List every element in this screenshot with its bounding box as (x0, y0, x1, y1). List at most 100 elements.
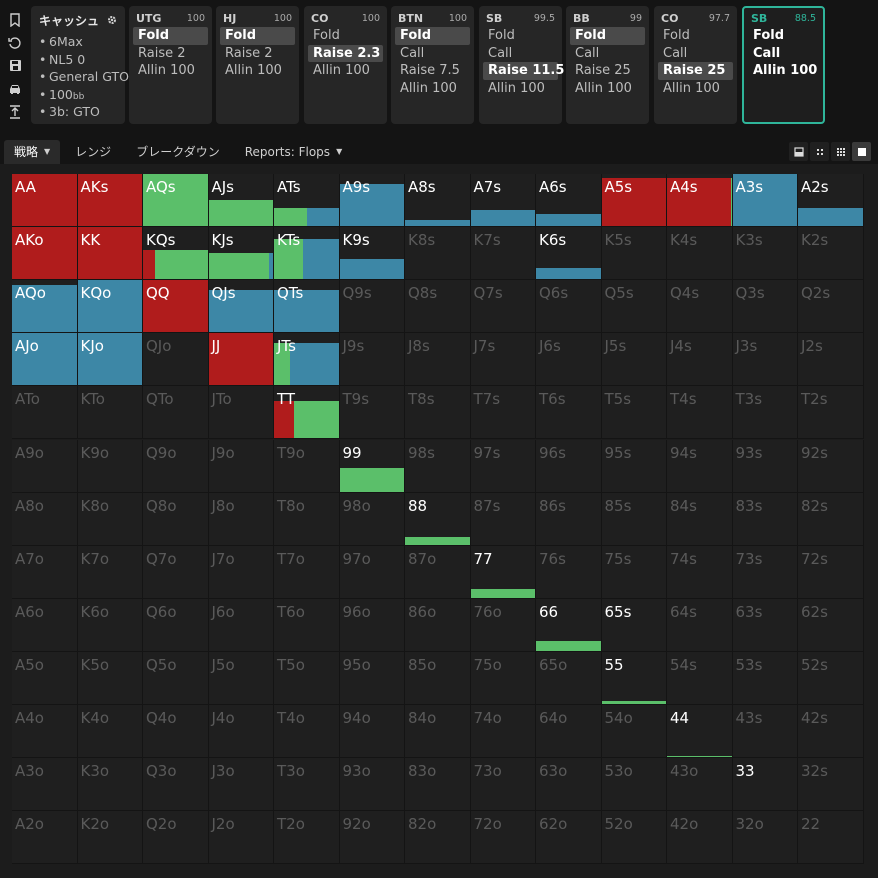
hand-cell[interactable]: K2s (798, 227, 864, 281)
hand-cell[interactable]: QJs (208, 280, 274, 334)
hand-cell[interactable]: 83s (732, 492, 798, 546)
export-icon[interactable] (5, 100, 25, 123)
action-option[interactable]: Fold (488, 28, 515, 43)
hand-cell[interactable]: T3o (274, 758, 340, 812)
hand-cell[interactable]: ATs (274, 174, 340, 228)
seat-7[interactable]: SB 88.5 Fold Call Allin 100 (742, 6, 825, 124)
hand-cell[interactable]: Q8s (405, 280, 471, 334)
action-option[interactable]: Raise 7.5 (400, 63, 460, 78)
action-option[interactable]: Call (400, 45, 425, 61)
tab-breakdown[interactable]: ブレークダウン (136, 145, 220, 159)
hand-cell[interactable]: 53s (732, 651, 798, 705)
hand-cell[interactable]: J7o (208, 545, 274, 599)
hand-cell[interactable]: J8s (405, 333, 471, 387)
hand-cell[interactable]: 63s (732, 598, 798, 652)
hand-cell[interactable]: T7o (274, 545, 340, 599)
hand-cell[interactable]: 87s (470, 492, 536, 546)
hand-cell[interactable]: T5s (601, 386, 667, 440)
hand-cell[interactable]: 66 (536, 598, 602, 652)
action-option[interactable]: Fold (395, 27, 470, 45)
hand-cell[interactable]: A6o (12, 598, 78, 652)
hand-cell[interactable]: 53o (601, 758, 667, 812)
hand-cell[interactable]: 32s (798, 758, 864, 812)
action-option[interactable]: Call (575, 45, 600, 61)
hand-cell[interactable]: K4s (667, 227, 733, 281)
hand-cell[interactable]: 83o (405, 758, 471, 812)
action-option[interactable]: Allin 100 (138, 63, 195, 78)
hand-cell[interactable]: A9s (339, 174, 405, 228)
action-option[interactable]: Raise 2 (138, 45, 186, 61)
hand-cell[interactable]: KTs (274, 227, 340, 281)
hand-cell[interactable]: 85o (405, 651, 471, 705)
hand-cell[interactable]: Q5s (601, 280, 667, 334)
hand-cell[interactable]: K3o (77, 758, 143, 812)
seat-6[interactable]: CO 97.7 Fold Call Raise 25 Allin 100 (654, 6, 737, 124)
hand-cell[interactable]: 86o (405, 598, 471, 652)
hand-cell[interactable]: 73o (470, 758, 536, 812)
hand-cell[interactable]: J7s (470, 333, 536, 387)
action-option[interactable]: Allin 100 (225, 63, 282, 78)
hand-cell[interactable]: 93o (339, 758, 405, 812)
hand-cell[interactable]: 97o (339, 545, 405, 599)
hand-cell[interactable]: T7s (470, 386, 536, 440)
hand-cell[interactable]: Q8o (143, 492, 209, 546)
hand-cell[interactable]: K7s (470, 227, 536, 281)
hand-cell[interactable]: K6o (77, 598, 143, 652)
hand-cell[interactable]: 74s (667, 545, 733, 599)
seat-2[interactable]: CO 100 Fold Raise 2.3 Allin 100 (304, 6, 387, 124)
action-option[interactable]: Allin 100 (400, 80, 457, 96)
hand-cell[interactable]: 62o (536, 811, 602, 865)
hand-cell[interactable]: K6s (536, 227, 602, 281)
hand-cell[interactable]: T4o (274, 705, 340, 759)
hand-cell[interactable]: T3s (732, 386, 798, 440)
hand-cell[interactable]: A7s (470, 174, 536, 228)
hand-cell[interactable]: QQ (143, 280, 209, 334)
hand-cell[interactable]: 82o (405, 811, 471, 865)
hand-cell[interactable]: Q7o (143, 545, 209, 599)
hand-cell[interactable]: 43s (732, 705, 798, 759)
hand-cell[interactable]: KJs (208, 227, 274, 281)
hand-cell[interactable]: 52o (601, 811, 667, 865)
hand-cell[interactable]: 76s (536, 545, 602, 599)
hand-cell[interactable]: Q6s (536, 280, 602, 334)
hand-cell[interactable]: J3s (732, 333, 798, 387)
hand-cell[interactable]: T8o (274, 492, 340, 546)
hand-cell[interactable]: T2s (798, 386, 864, 440)
hand-cell[interactable]: A4o (12, 705, 78, 759)
hand-cell[interactable]: 76o (470, 598, 536, 652)
hand-cell[interactable]: 22 (798, 811, 864, 865)
hand-cell[interactable]: 98o (339, 492, 405, 546)
hand-cell[interactable]: T9s (339, 386, 405, 440)
hand-cell[interactable]: AJs (208, 174, 274, 228)
hand-cell[interactable]: Q9s (339, 280, 405, 334)
hand-cell[interactable]: J6o (208, 598, 274, 652)
action-option[interactable]: Fold (133, 27, 208, 45)
hand-cell[interactable]: 95o (339, 651, 405, 705)
hand-cell[interactable]: TT (274, 386, 340, 440)
hand-cell[interactable]: 72s (798, 545, 864, 599)
action-option[interactable]: Fold (570, 27, 645, 45)
action-option[interactable]: Allin 100 (488, 80, 545, 96)
hand-cell[interactable]: KJo (77, 333, 143, 387)
hand-cell[interactable]: Q5o (143, 651, 209, 705)
grid-icon[interactable] (831, 142, 850, 161)
hand-cell[interactable]: K9s (339, 227, 405, 281)
hand-cell[interactable]: 88 (405, 492, 471, 546)
action-option[interactable]: Fold (220, 27, 295, 45)
hand-cell[interactable]: JTs (274, 333, 340, 387)
hand-cell[interactable]: AQo (12, 280, 78, 334)
hand-cell[interactable]: 95s (601, 439, 667, 493)
hand-cell[interactable]: 54o (601, 705, 667, 759)
hand-cell[interactable]: A7o (12, 545, 78, 599)
action-option[interactable]: Raise 2.3 (308, 44, 383, 62)
hand-cell[interactable]: 74o (470, 705, 536, 759)
hand-cell[interactable]: 98s (405, 439, 471, 493)
small-grid-icon[interactable] (810, 142, 829, 161)
hand-cell[interactable]: 96s (536, 439, 602, 493)
bookmark-icon[interactable] (5, 8, 25, 31)
hand-cell[interactable]: 52s (798, 651, 864, 705)
hand-cell[interactable]: T6s (536, 386, 602, 440)
hand-cell[interactable]: K5s (601, 227, 667, 281)
hand-cell[interactable]: 75o (470, 651, 536, 705)
hand-cell[interactable]: 65s (601, 598, 667, 652)
